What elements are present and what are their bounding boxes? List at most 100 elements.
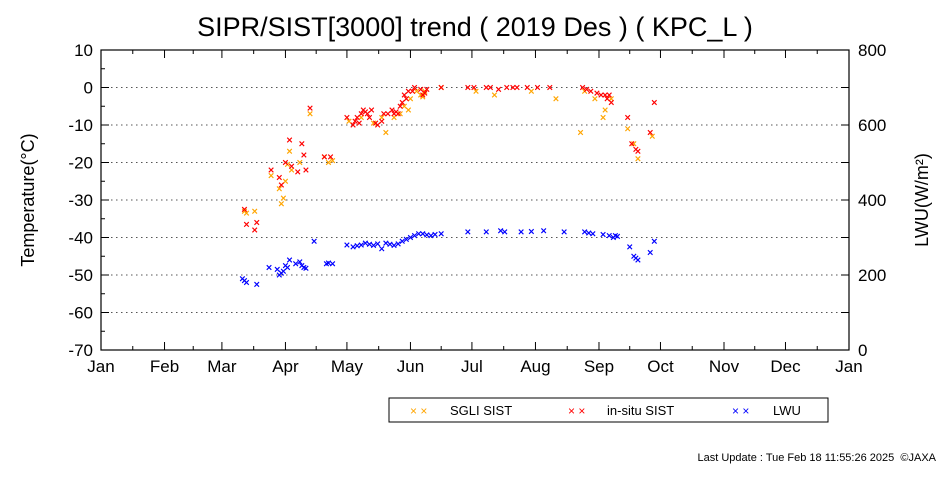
x-tick-label: May [331,357,364,376]
point-lwu [586,230,592,236]
legend-box [388,397,829,423]
point-lwu [303,265,309,271]
point-in-situ-sist [604,96,610,102]
point-lwu [286,257,293,263]
point-sgli-sist [282,178,289,184]
point-sgli-sist [280,195,287,201]
point-in-situ-sist [424,86,430,93]
point-lwu [399,238,405,244]
point-sgli-sist [577,129,584,136]
point-in-situ-sist [379,118,385,124]
last-update-footer: Last Update : Tue Feb 18 11:55:26 2025 ©… [698,452,936,464]
point-in-situ-sist [374,122,381,128]
legend-item-sgli: × × SGLI SIST [410,403,512,418]
point-lwu [358,242,364,248]
y-tick-label-left: 10 [74,41,93,60]
point-lwu [354,243,360,249]
legend-marker-sgli: × × [410,404,427,418]
point-lwu [420,231,426,237]
point-in-situ-sist [483,84,489,91]
point-sgli-sist [329,157,336,164]
point-in-situ-sist [252,227,258,233]
point-in-situ-sist [594,90,600,96]
point-in-situ-sist [504,84,510,91]
point-sgli-sist [420,94,426,100]
point-in-situ-sist [299,141,305,147]
point-lwu [432,231,438,238]
point-in-situ-sist [411,84,418,91]
point-in-situ-sist [243,221,250,228]
point-in-situ-sist [579,84,586,91]
point-sgli-sist [401,103,407,109]
point-sgli-sist [649,133,655,139]
y-tick-label-right: 600 [858,116,886,135]
point-sgli-sist [276,186,282,192]
x-tick-label: Oct [647,357,674,376]
point-lwu [428,232,434,239]
point-sgli-sist [631,141,637,147]
legend-label-lwu: LWU [773,403,801,418]
point-lwu [280,268,287,274]
point-lwu [528,228,535,235]
point-lwu [647,249,653,256]
point-in-situ-sist [418,86,424,93]
point-sgli-sist [252,208,258,214]
legend-marker-lwu: × × [732,404,749,418]
point-in-situ-sist [254,219,260,226]
point-in-situ-sist [602,92,608,98]
y-tick-label-left: -60 [68,304,93,323]
point-lwu [362,240,369,246]
point-in-situ-sist [276,174,282,181]
point-lwu [311,238,317,244]
y-tick-label-right: 200 [858,266,886,285]
point-sgli-sist [592,96,598,102]
point-in-situ-sist [352,118,358,124]
point-in-situ-sist [350,122,356,128]
point-lwu [606,232,612,239]
copyright-credit: ©JAXA [900,452,936,464]
point-lwu [297,259,303,265]
point-lwu [600,231,606,238]
point-in-situ-sist [327,154,334,160]
point-lwu [344,242,350,248]
x-tick-label: Jan [87,357,114,376]
point-in-situ-sist [307,105,313,111]
point-in-situ-sist [364,111,371,117]
last-update-prefix: Last Update : [697,452,766,464]
point-lwu [424,232,430,238]
point-in-situ-sist [409,88,416,94]
point-in-situ-sist [629,141,635,147]
x-tick-label: Jun [397,357,424,376]
point-in-situ-sist [288,163,295,169]
point-lwu [627,244,633,250]
axes: 100-10-20-30-40-50-60-708006004002000Jan… [68,41,886,376]
point-lwu [292,261,299,267]
point-sgli-sist [370,120,377,126]
point-sgli-sist [297,159,303,166]
point-in-situ-sist [588,88,594,94]
y-tick-label-left: -20 [68,154,93,173]
point-in-situ-sist [389,107,395,113]
point-sgli-sist [307,111,313,117]
y-tick-label-left: -70 [68,341,93,360]
point-lwu [374,241,381,247]
point-in-situ-sist [495,86,502,93]
point-in-situ-sist [465,84,471,91]
point-lwu [581,229,588,235]
point-lwu [483,229,489,235]
point-lwu [502,229,508,235]
point-lwu [614,233,621,240]
point-lwu [561,229,567,235]
point-lwu [651,238,658,244]
point-lwu [590,231,596,237]
point-in-situ-sist [606,92,612,98]
point-in-situ-sist [487,84,494,91]
point-in-situ-sist [395,111,401,117]
point-in-situ-sist [344,114,350,121]
y-tick-label-right: 400 [858,191,886,210]
point-in-situ-sist [510,84,516,91]
point-in-situ-sist [608,99,614,106]
x-tick-label: Feb [150,357,179,376]
y-tick-label-right: 0 [858,341,867,360]
point-in-situ-sist [368,107,375,113]
